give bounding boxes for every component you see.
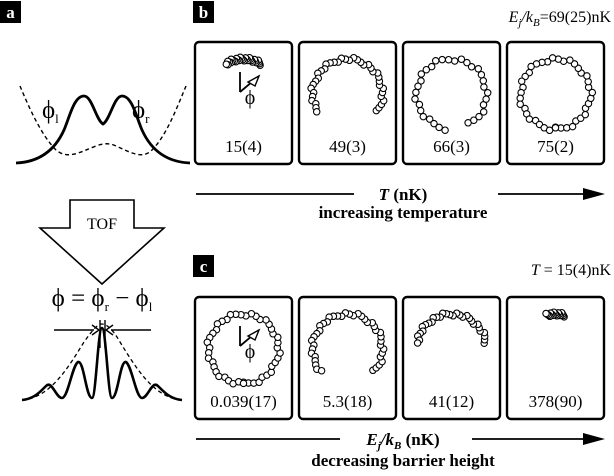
panel-b-frame-3-point [415, 100, 424, 109]
phi-marker-c: ϕ [245, 341, 256, 363]
frames-b: 15(4) 49(3) 66(3) 75(2) [193, 40, 606, 166]
panel-b-frame-3-point [475, 112, 483, 121]
panel-b-frame-3-label: 66(3) [433, 137, 470, 156]
panel-b-frame-3-point [416, 106, 425, 115]
two-peak-wavefunction [15, 94, 191, 165]
temperature-axis-arrowhead [583, 188, 605, 200]
panel-b-frame-3-point [431, 57, 440, 65]
panel-c-frame-1-point [226, 310, 235, 319]
phase-angle-marker-c: ϕ [239, 326, 261, 363]
panel-b-frame-4-label: 75(2) [537, 137, 574, 156]
barrier-axis-label: Ej/kB (nK) [365, 430, 439, 452]
panel-b-frame-3-point [438, 55, 446, 64]
barrier-axis-arrowhead [583, 433, 605, 445]
panel-b-frame-4-point [517, 77, 526, 85]
panel-a: a ϕl ϕr TOF ϕ = ϕr − ϕl [0, 1, 191, 402]
phase-angle-marker-b: ϕ [239, 72, 261, 109]
panel-b-frame-3-point [474, 65, 483, 73]
panel-b-frame-3-point [441, 126, 449, 134]
panel-b-frame-3-point [470, 116, 478, 124]
panel-b-frame-4-point [581, 110, 590, 119]
panel-b-frame-3-point [477, 70, 486, 79]
panel-b-frame-4-point [588, 88, 597, 97]
panel-c-frame-1-point [239, 379, 248, 388]
panel-c: c T = 15(4)nK 0.039(17) 5.3(18) 41(12) 378(… [193, 255, 611, 470]
panel-b-frame-3-point [483, 89, 492, 97]
panel-c-frame-4-label: 378(90) [529, 392, 583, 411]
tof-arrow [37, 199, 167, 286]
panel-b-frame-3-point [479, 108, 488, 116]
panel-b-frame-3-point [422, 65, 431, 74]
panel-b-frame-3-point [457, 55, 466, 63]
panel-b-frame-3-point [467, 63, 476, 71]
panel-b-frame-1-point [222, 60, 231, 68]
panel-b-frame-3-point [411, 95, 419, 103]
badge-a-bg [0, 1, 21, 23]
panel-b-frame-3-point [417, 70, 426, 78]
panel-c-frame-4-point [542, 309, 550, 318]
panel-c-frame-2-point [317, 366, 326, 375]
panel-b-frame-3-point [412, 88, 420, 97]
panel-b-frame-3-point [450, 57, 459, 65]
panel-c-frame-1-point [262, 316, 270, 324]
panel-b-frame-3-point [482, 95, 490, 103]
badge-b-bg [193, 1, 214, 23]
badge-a: a [6, 3, 15, 22]
panel-b-frame-4-point [566, 56, 574, 64]
panel-b-frame-4-point [551, 124, 560, 132]
panel-b-frame-1-label: 15(4) [225, 137, 262, 156]
panel-b-frame-3-point [414, 82, 422, 91]
panel-c-frame-4 [505, 295, 606, 421]
panel-c-frame-1-point [215, 372, 223, 381]
panel-b-caption: increasing temperature [319, 203, 488, 222]
gaussian-envelope [21, 323, 183, 401]
panel-b-frame-4-point [527, 62, 535, 71]
panel-b-frame-4-point [525, 115, 534, 123]
panel-b-frame-4-point [583, 72, 591, 80]
badge-b: b [199, 3, 208, 22]
phi-r-label: ϕr [132, 97, 150, 126]
panel-c-condition: T = 15(4)nK [531, 262, 612, 279]
panel-c-frame-3-point [413, 339, 422, 347]
interference-fringes [21, 326, 183, 402]
panel-c-frame-2-label: 5.3(18) [323, 392, 373, 411]
panel-b-frame-3-point [419, 112, 428, 121]
tof-label: TOF [87, 216, 117, 233]
panel-c-frame-1-label: 0.039(17) [210, 392, 277, 411]
panel-b-frame-4-point [568, 122, 577, 131]
badge-c: c [200, 257, 208, 276]
panel-b-frame-3-point [427, 62, 436, 71]
phase-equation: ϕ = ϕr − ϕl [52, 285, 153, 314]
panel-b-frame-4-point [548, 54, 557, 62]
panel-b-frame-4-point [516, 100, 524, 108]
panel-b-frame-3-point [479, 77, 488, 85]
panel-b-condition: Ej/kB=69(25)nK [508, 9, 612, 29]
double-well-potential [19, 85, 187, 156]
phi-marker-b: ϕ [245, 87, 256, 109]
panel-b-frame-1 [193, 40, 294, 166]
temperature-axis-label-bg [354, 183, 498, 205]
panel-b-frame-2-point [312, 108, 321, 116]
temperature-axis-label: T (nK) [379, 185, 428, 204]
badge-c-bg [193, 255, 214, 277]
panel-b: b Ej/kB=69(25)nK 15(4) 49(3) 66(3) 75(2) ϕ … [193, 1, 611, 222]
panel-b-frame-2-label: 49(3) [329, 137, 366, 156]
fringe-left-arrowhead [91, 324, 101, 336]
panel-c-frame-3-label: 41(12) [429, 392, 474, 411]
panel-b-frame-3-point [444, 55, 453, 64]
panel-b-frame-3-point [425, 115, 434, 123]
fringe-right-arrowhead [104, 324, 114, 336]
barrier-axis-label-bg [340, 428, 472, 450]
panel-b-frame-3-point [480, 83, 488, 91]
phi-l-label: ϕl [42, 97, 59, 126]
panel-c-caption: decreasing barrier height [311, 451, 495, 470]
panel-b-frame-3-point [435, 123, 443, 132]
frames-c: 0.039(17) 5.3(18) 41(12) 378(90) [193, 295, 606, 421]
panel-b-frame-3-point [463, 58, 471, 67]
panel-b-frame-3-point [430, 119, 438, 128]
